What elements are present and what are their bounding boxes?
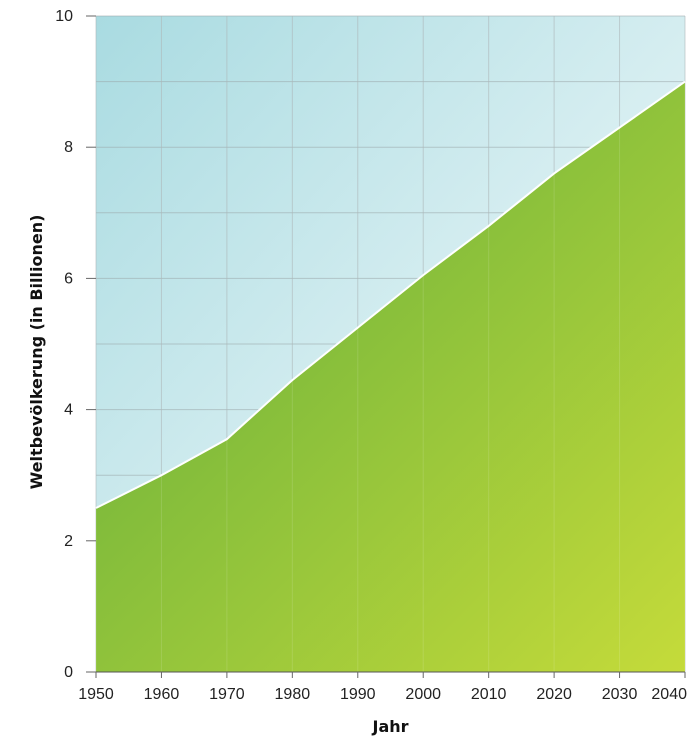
x-tick-label: 2000 <box>405 686 441 703</box>
x-tick-label: 2030 <box>602 686 638 703</box>
x-tick-label: 1980 <box>275 686 311 703</box>
population-line <box>95 80 686 509</box>
y-tick-label: 6 <box>64 270 73 287</box>
x-tick-label: 1970 <box>209 686 245 703</box>
x-tick-label: 1950 <box>78 686 114 703</box>
y-tick-label: 8 <box>64 139 73 156</box>
y-tick-label: 0 <box>64 664 73 681</box>
population-area <box>96 81 685 673</box>
y-axis-ticks: 0 2 4 6 8 10 <box>55 8 96 681</box>
y-tick-label: 2 <box>64 533 73 550</box>
y-tick-label: 10 <box>55 8 73 25</box>
x-tick-label: 2020 <box>536 686 572 703</box>
y-axis-title: Weltbevölkerung (in Billionen) <box>27 215 46 490</box>
x-tick-label: 2010 <box>471 686 507 703</box>
x-tick-label: 2040 <box>651 686 687 703</box>
x-tick-label: 1990 <box>340 686 376 703</box>
y-tick-label: 4 <box>64 402 73 419</box>
x-axis-title: Jahr <box>371 717 408 736</box>
x-axis-ticks: 1950 1960 1970 1980 1990 2000 2010 2020 2030 2040 <box>78 672 687 703</box>
x-tick-label: 1960 <box>144 686 180 703</box>
